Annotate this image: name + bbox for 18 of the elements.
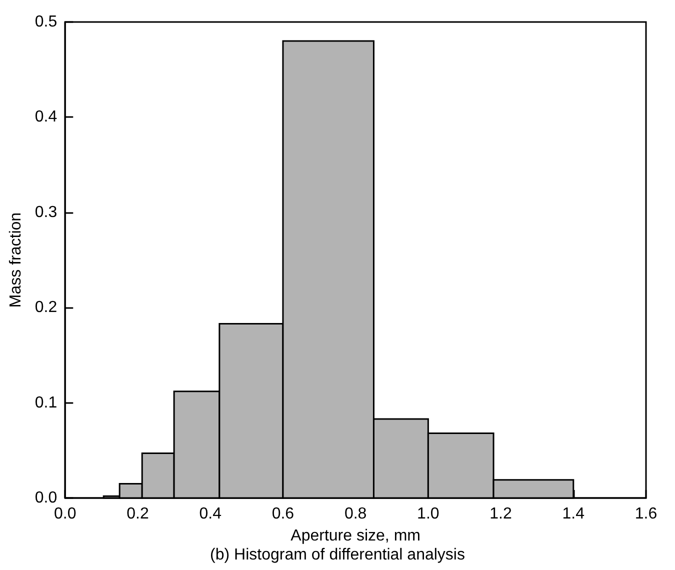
x-tick-label: 0.6 <box>272 506 294 522</box>
x-tick-label: 1.2 <box>490 506 512 522</box>
x-axis-title: Aperture size, mm <box>290 528 420 544</box>
x-tick-label: 1.0 <box>417 506 440 522</box>
y-tick-label: 0.0 <box>34 490 58 506</box>
y-axis-title: Mass fraction <box>8 212 24 308</box>
y-tick-label: 0.5 <box>34 14 58 30</box>
x-tick-label: 0.4 <box>199 506 222 522</box>
y-tick-label: 0.1 <box>34 394 58 412</box>
x-tick-label: 0.0 <box>54 506 76 522</box>
text: (b) Histogram of differential analysis <box>210 546 465 564</box>
x-tick-label: 1.4 <box>562 506 585 522</box>
x-tick-label: 0.2 <box>126 506 149 522</box>
y-tick-label: 0.4 <box>34 108 58 126</box>
x-tick-label: 1.6 <box>634 506 658 522</box>
y-tick-label: 0.3 <box>34 204 58 221</box>
x-tick-label: 0.8 <box>344 506 367 522</box>
y-tick-label: 0.2 <box>34 299 58 316</box>
